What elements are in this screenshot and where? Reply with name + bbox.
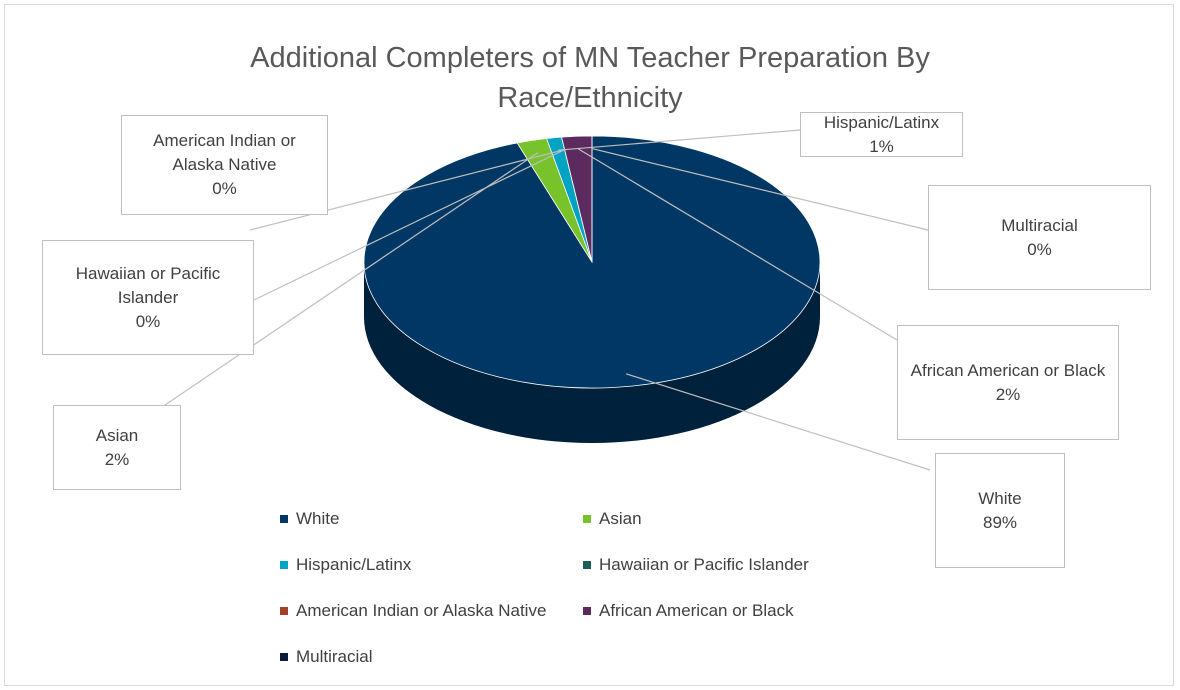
data-label-name: Hispanic/Latinx	[823, 112, 940, 132]
leader-line	[164, 152, 539, 406]
data-label-name: American Indian or Alaska Native	[153, 131, 296, 174]
data-label-name: Multiracial	[1001, 215, 1078, 235]
legend-label: African American or Black	[599, 601, 794, 620]
legend-item: Hispanic/Latinx	[280, 555, 411, 575]
legend-item: Hawaiian or Pacific Islander	[583, 555, 809, 575]
chart-title: Additional Completers of MN Teacher Prep…	[250, 42, 930, 114]
data-label-name: Asian	[95, 425, 139, 445]
legend-label: Hispanic/Latinx	[296, 555, 412, 574]
legend-item: White	[280, 509, 339, 529]
chart-frame	[4, 4, 1174, 686]
legend-label: Asian	[599, 509, 642, 528]
data-label: Asian 2%	[53, 405, 181, 490]
legend-item: Multiracial	[280, 647, 373, 667]
legend-swatch	[280, 515, 288, 523]
legend-swatch	[583, 515, 591, 523]
legend-label: White	[296, 509, 340, 528]
data-label-value: 0%	[1027, 239, 1052, 259]
leader-line	[557, 129, 801, 151]
legend-item: Asian	[583, 509, 642, 529]
data-label: Multiracial 0%	[928, 185, 1151, 290]
legend-item: African American or Black	[583, 601, 794, 621]
data-label: White 89%	[935, 453, 1065, 568]
data-label: Hawaiian or Pacific Islander 0%	[42, 240, 254, 355]
leader-line	[625, 373, 931, 471]
pie-sides	[364, 262, 820, 443]
legend-label: Hawaiian or Pacific Islander	[599, 555, 809, 574]
leader-line	[591, 148, 929, 231]
legend-swatch	[280, 561, 288, 569]
data-label-value: 89%	[982, 512, 1018, 532]
legend-swatch	[583, 561, 591, 569]
data-label-value: 0%	[135, 311, 161, 331]
legend-item: American Indian or Alaska Native	[280, 601, 546, 621]
legend-swatch	[583, 607, 591, 615]
legend-swatch	[280, 607, 288, 615]
data-label-value: 2%	[995, 384, 1021, 404]
leader-line	[577, 148, 898, 341]
data-label-value: 0%	[212, 179, 237, 198]
data-label: African American or Black 2%	[897, 325, 1119, 440]
data-label-value: 1%	[869, 136, 894, 156]
data-label-name: White	[978, 488, 1022, 508]
data-label: American Indian or Alaska Native 0%	[121, 115, 328, 215]
data-label-name: African American or Black	[910, 360, 1106, 380]
legend-label: Multiracial	[296, 647, 373, 666]
pie-side	[364, 262, 820, 443]
data-label-value: 2%	[104, 449, 130, 469]
leader-line	[253, 149, 565, 301]
legend-swatch	[280, 653, 288, 661]
data-label: Hispanic/Latinx 1%	[800, 112, 963, 157]
data-label-name: Hawaiian or Pacific Islander	[75, 263, 221, 307]
leader-line	[249, 149, 565, 231]
legend-label: American Indian or Alaska Native	[296, 601, 547, 620]
